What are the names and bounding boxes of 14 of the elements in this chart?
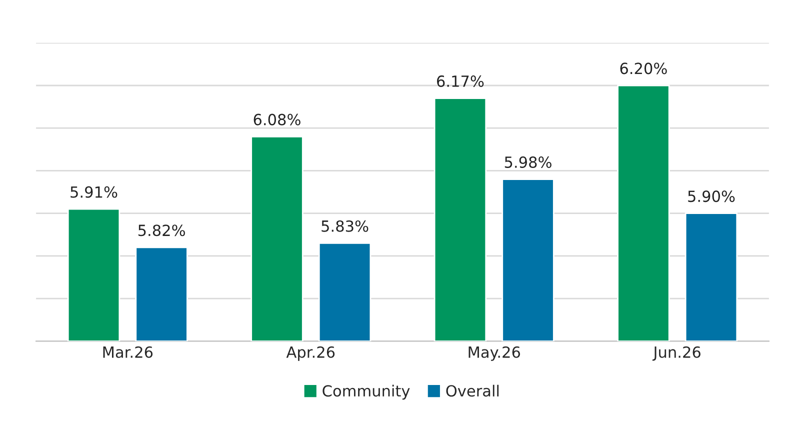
data-label: 5.82% [138, 224, 185, 236]
data-label: 5.83% [322, 220, 368, 232]
legend-label: Overall [446, 384, 499, 397]
legend-label: Community [322, 384, 410, 400]
x-tick-label: Jun.26 [652, 346, 700, 361]
x-tick-label: Apr.26 [286, 346, 335, 361]
data-label: 6.08% [254, 114, 300, 126]
x-tick-label: Mar.26 [103, 346, 153, 358]
data-label: 5.90% [688, 190, 735, 202]
data-label: 5.91% [70, 186, 118, 198]
data-label: 6.20% [620, 62, 667, 74]
x-tick-label: May.26 [468, 346, 520, 361]
data-label: 6.17% [437, 75, 484, 87]
data-label: 5.98% [504, 156, 552, 168]
